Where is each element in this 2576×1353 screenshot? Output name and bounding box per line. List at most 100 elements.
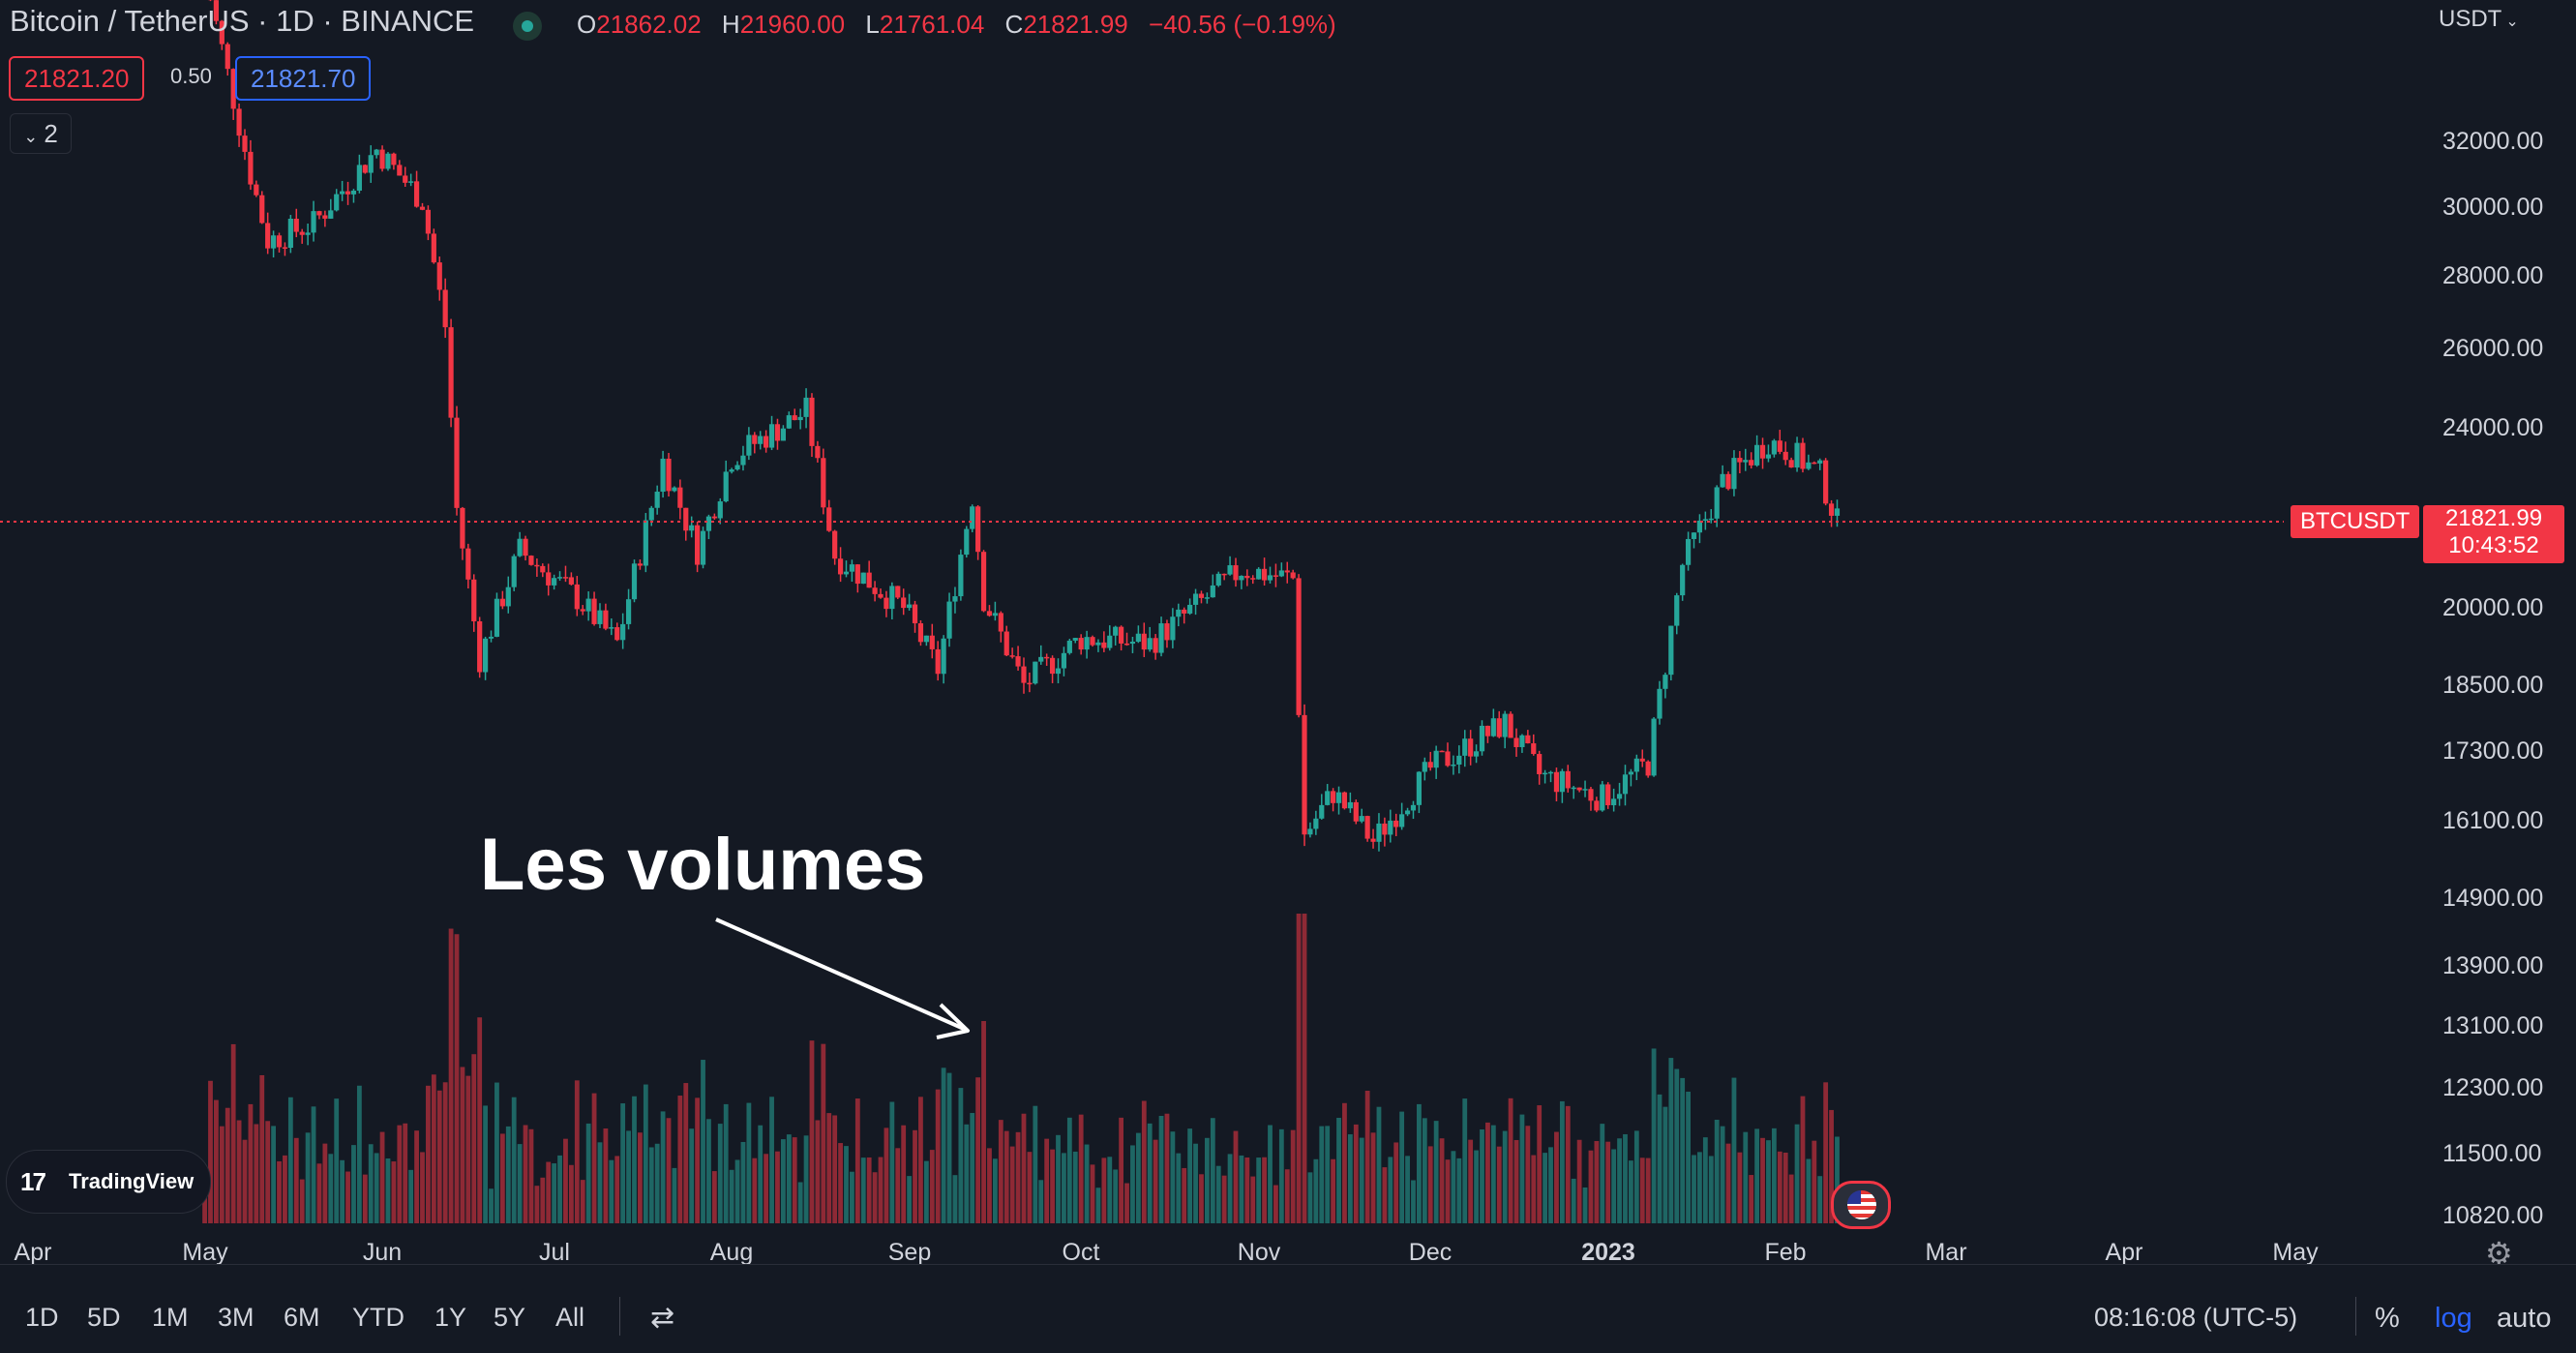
time-axis-label: Apr <box>14 1239 52 1266</box>
settings-gear-icon[interactable]: ⚙ <box>2485 1236 2513 1271</box>
range-5y-button[interactable]: 5Y <box>494 1303 526 1332</box>
range-all-button[interactable]: All <box>555 1303 585 1332</box>
market-open-icon[interactable] <box>513 12 542 41</box>
candle-body <box>362 165 368 173</box>
volume-bar <box>334 1098 340 1223</box>
timezone-clock[interactable]: 08:16:08 (UTC-5) <box>2094 1303 2298 1332</box>
candle-body <box>1135 633 1141 643</box>
candle-body <box>556 577 563 579</box>
volume-bar <box>236 1120 242 1223</box>
candle-body <box>603 610 609 629</box>
volume-bar <box>1193 1143 1198 1223</box>
volume-bar <box>379 1131 385 1223</box>
candle-body <box>929 635 935 649</box>
candle-body <box>471 579 477 621</box>
log-scale-button[interactable]: log <box>2435 1303 2472 1334</box>
price-axis-label: 12300.00 <box>2442 1074 2544 1101</box>
volume-bar <box>483 1105 488 1223</box>
volume-bar <box>643 1084 648 1223</box>
candle-body <box>1278 570 1284 577</box>
volume-bar <box>1078 1114 1084 1223</box>
candle-body <box>1296 578 1302 715</box>
indicators-toggle-button[interactable]: ⌄ 2 <box>10 113 72 154</box>
range-5d-button[interactable]: 5D <box>87 1303 121 1332</box>
high-value: 21960.00 <box>739 10 846 39</box>
candle-body <box>1547 771 1554 774</box>
volume-bar <box>1302 914 1307 1223</box>
volume-bar <box>1256 1158 1262 1223</box>
candle-body <box>1696 520 1703 533</box>
candle-body <box>1691 532 1697 539</box>
candle-body <box>1066 640 1072 653</box>
percent-scale-button[interactable]: % <box>2375 1303 2400 1334</box>
symbol-title[interactable]: Bitcoin / TetherUS · 1D · BINANCE <box>10 4 475 38</box>
candle-body <box>1284 570 1290 573</box>
candle-body <box>786 415 792 429</box>
volume-bar <box>1433 1121 1439 1223</box>
candle-body <box>1445 751 1451 767</box>
volume-bar <box>706 1119 711 1223</box>
candle-body <box>391 153 397 165</box>
candle-body <box>1164 623 1170 641</box>
candle-body <box>677 487 683 508</box>
candle-body <box>1427 762 1433 768</box>
candle-body <box>1049 657 1056 675</box>
volume-bar <box>626 1130 631 1223</box>
volume-bar <box>648 1147 654 1223</box>
candle-body <box>436 262 442 290</box>
currency-selector[interactable]: USDT ⌄ <box>2439 6 2519 33</box>
buy-button[interactable]: 21821.70 <box>235 56 372 101</box>
volume-bar <box>632 1096 637 1223</box>
candle-body <box>1473 751 1480 757</box>
candle-body <box>832 530 838 559</box>
volume-bar <box>1164 1113 1170 1223</box>
volume-bar <box>970 1112 975 1223</box>
price-axis-label: 26000.00 <box>2442 335 2544 362</box>
volume-bar <box>563 1138 568 1223</box>
time-axis-label: Apr <box>2105 1239 2143 1266</box>
candle-body <box>442 289 448 328</box>
auto-scale-button[interactable]: auto <box>2497 1303 2552 1334</box>
range-1d-button[interactable]: 1D <box>25 1303 59 1332</box>
candle-body <box>1737 458 1743 463</box>
volume-bar <box>1204 1137 1210 1223</box>
volume-bar <box>1485 1122 1490 1223</box>
candle-body <box>540 565 546 573</box>
candle-body <box>860 572 866 585</box>
volume-bar <box>1605 1141 1611 1223</box>
candle-body <box>1565 770 1571 789</box>
volume-bar <box>1651 1048 1657 1223</box>
candle-body <box>889 586 895 610</box>
candle-body <box>1215 573 1221 586</box>
time-axis-label: Jun <box>362 1239 403 1266</box>
candle-body <box>1702 519 1708 521</box>
candle-body <box>1307 828 1313 835</box>
candle-body <box>1095 642 1101 646</box>
range-1y-button[interactable]: 1Y <box>434 1303 467 1332</box>
candle-body <box>854 564 860 585</box>
candle-body <box>213 0 220 21</box>
tradingview-logo-icon: 17 <box>20 1167 46 1196</box>
candle-body <box>528 556 534 565</box>
range-ytd-button[interactable]: YTD <box>352 1303 404 1332</box>
volume-bar <box>907 1176 913 1223</box>
tradingview-watermark[interactable]: 17 TradingView <box>6 1150 211 1214</box>
volume-bar <box>1210 1118 1215 1223</box>
range-3m-button[interactable]: 3M <box>218 1303 255 1332</box>
sell-button[interactable]: 21821.20 <box>9 56 145 101</box>
open-key: O <box>577 10 597 39</box>
candle-body <box>866 572 872 588</box>
range-6m-button[interactable]: 6M <box>284 1303 320 1332</box>
candle-body <box>970 506 975 529</box>
volume-bar <box>1508 1097 1513 1223</box>
volume-bar <box>1668 1058 1674 1223</box>
us-flag-icon[interactable] <box>1831 1181 1891 1229</box>
range-1m-button[interactable]: 1M <box>152 1303 189 1332</box>
volume-bar <box>1015 1131 1021 1223</box>
candle-body <box>1479 725 1485 752</box>
candle-body <box>413 181 420 207</box>
candle-body <box>689 525 695 531</box>
candle-body <box>230 69 236 109</box>
goto-date-icon[interactable]: ⇄ <box>650 1302 675 1334</box>
